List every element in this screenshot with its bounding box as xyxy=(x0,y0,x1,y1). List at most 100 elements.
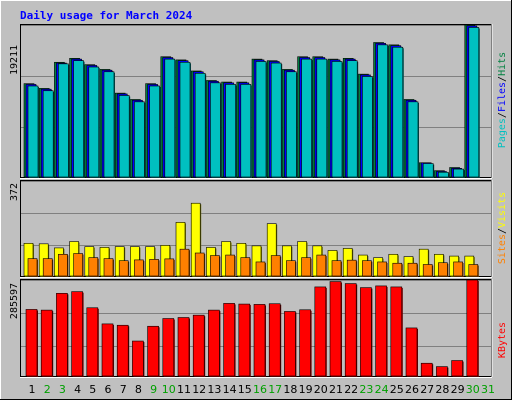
bar-face xyxy=(329,281,342,377)
day-label: 17 xyxy=(268,383,282,396)
day-label: 24 xyxy=(375,383,389,396)
legend-entry: KBytes xyxy=(497,322,508,358)
bar-sites xyxy=(377,261,388,277)
bar-pages xyxy=(286,71,298,178)
day-label: 10 xyxy=(162,383,176,396)
bar-face xyxy=(103,258,114,277)
bar-pages xyxy=(210,82,222,178)
bar-kbytes xyxy=(208,309,221,377)
legend-entry: Files xyxy=(497,82,508,112)
bar-face xyxy=(179,248,190,277)
bar-face xyxy=(25,309,38,377)
bar-face xyxy=(42,90,54,178)
day-label: 6 xyxy=(105,383,112,396)
bar-face xyxy=(407,262,418,277)
bar-face xyxy=(301,58,312,178)
bar-face xyxy=(58,253,68,277)
day-label: 13 xyxy=(207,383,221,396)
bar-pages xyxy=(301,58,313,178)
bar-face xyxy=(162,318,175,377)
bar-pages xyxy=(438,171,450,178)
day-label: 22 xyxy=(344,383,358,396)
day-label: 18 xyxy=(283,383,297,396)
bar-pages xyxy=(88,66,100,178)
bar-face xyxy=(255,261,266,277)
day-label: 25 xyxy=(390,383,404,396)
bar-pages xyxy=(468,27,480,178)
bar-face xyxy=(73,60,84,178)
bar-sites xyxy=(179,248,190,277)
bar-pages xyxy=(73,60,85,178)
day-label: 11 xyxy=(177,383,191,396)
bar-kbytes xyxy=(192,314,206,377)
bar-pages xyxy=(362,76,374,178)
bar-face xyxy=(118,260,129,277)
bar-pages xyxy=(134,101,146,178)
day-label: 9 xyxy=(150,383,157,396)
bar-sites xyxy=(134,259,145,277)
bar-face xyxy=(390,286,403,377)
day-label: 1 xyxy=(29,383,36,396)
bar-kbytes xyxy=(360,287,373,377)
legend-entry: Sites xyxy=(497,234,508,264)
bar-kbytes xyxy=(284,311,297,377)
day-label: 5 xyxy=(89,383,96,396)
bar-face xyxy=(360,287,372,377)
bar-face xyxy=(453,261,463,277)
legend-entry: Hits xyxy=(497,52,508,76)
bar-face xyxy=(118,95,130,178)
day-label: 26 xyxy=(405,383,419,396)
bar-kbytes xyxy=(25,309,38,377)
bar-face xyxy=(346,259,357,277)
bar-kbytes xyxy=(375,285,388,377)
bar-face xyxy=(73,253,83,277)
bar-face xyxy=(362,260,372,277)
bar-pages xyxy=(331,61,343,178)
day-label: 8 xyxy=(135,383,142,396)
bar-kbytes xyxy=(451,360,464,377)
bar-sites xyxy=(392,262,403,277)
bar-face xyxy=(210,82,221,178)
bar-kbytes xyxy=(268,303,282,377)
bar-pages xyxy=(255,61,267,178)
bar-face xyxy=(88,66,100,178)
day-label: 30 xyxy=(466,383,480,396)
day-label: 16 xyxy=(253,383,267,396)
bar-face xyxy=(286,71,297,178)
bar-face xyxy=(270,62,282,178)
bar-face xyxy=(392,46,404,178)
bar-sites xyxy=(58,253,69,277)
legend-entry: Pages xyxy=(497,118,508,148)
bar-face xyxy=(468,264,479,277)
bar-pages xyxy=(392,46,404,178)
bar-face xyxy=(407,101,419,178)
bar-face xyxy=(453,168,464,178)
bar-face xyxy=(240,84,252,178)
bar-kbytes xyxy=(56,293,69,377)
bar-sites xyxy=(270,255,282,277)
bar-pages xyxy=(164,58,176,178)
bar-kbytes xyxy=(223,303,236,377)
bar-sites xyxy=(453,261,464,277)
bar-sites xyxy=(42,258,54,277)
bar-pages xyxy=(27,85,39,178)
bar-kbytes xyxy=(299,309,312,377)
bar-face xyxy=(377,261,387,277)
bar-kbytes xyxy=(132,340,145,377)
bar-sites xyxy=(118,260,130,277)
bar-face xyxy=(147,325,159,377)
day-label: 2 xyxy=(44,383,51,396)
bar-sites xyxy=(422,264,434,277)
bar-face xyxy=(116,324,129,377)
bar-kbytes xyxy=(466,279,479,377)
bar-pages xyxy=(149,85,161,178)
day-label: 3 xyxy=(59,383,66,396)
bar-face xyxy=(192,314,205,377)
day-label: 21 xyxy=(329,383,343,396)
bar-face xyxy=(103,71,115,178)
bar-pages xyxy=(407,101,419,178)
bar-sites xyxy=(468,264,479,277)
bar-face xyxy=(40,309,53,377)
bar-sites xyxy=(210,255,221,277)
bar-face xyxy=(392,262,403,277)
